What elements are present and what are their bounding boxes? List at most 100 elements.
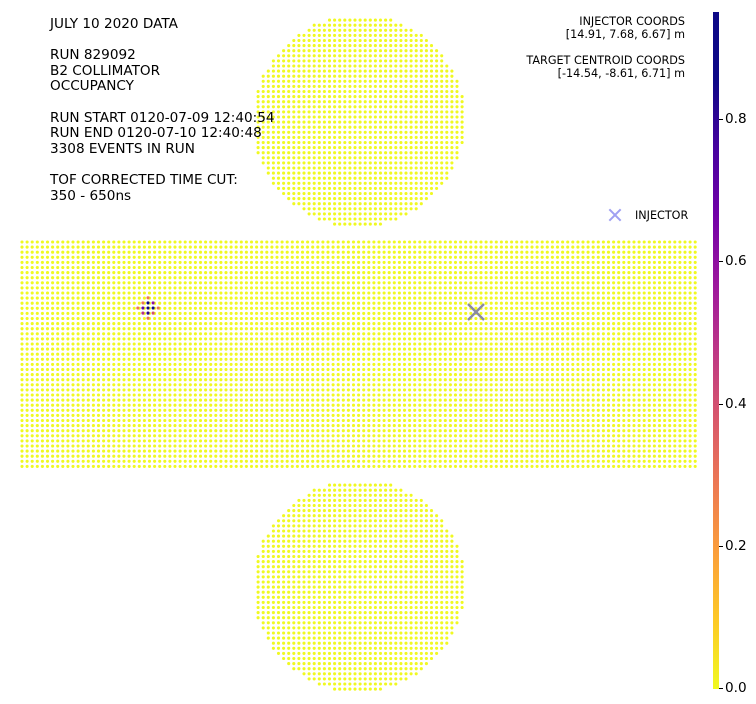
bottom-cap-pmt [266, 560, 270, 564]
barrel-pmt [520, 316, 524, 321]
bottom-cap-pmt [363, 498, 367, 502]
barrel-pmt [408, 306, 412, 310]
top-cap-pmt [424, 161, 428, 165]
bottom-cap-pmt [327, 672, 332, 676]
barrel-pmt [499, 250, 503, 254]
top-cap-pmt [338, 166, 342, 170]
top-cap-pmt [302, 171, 306, 175]
barrel-pmt [336, 276, 340, 280]
top-cap-pmt [327, 105, 332, 109]
barrel-pmt [351, 311, 356, 315]
barrel-pmt [45, 316, 50, 321]
barrel-pmt [76, 240, 80, 244]
barrel-pmt [51, 296, 55, 300]
barrel-pmt [683, 306, 687, 310]
bottom-cap-pmt [440, 544, 444, 548]
barrel-pmt [147, 265, 152, 270]
top-cap-pmt [440, 115, 444, 119]
bottom-cap-pmt [297, 498, 301, 502]
bottom-cap-pmt [368, 682, 372, 686]
barrel-pmt [112, 245, 116, 249]
top-cap-pmt [424, 89, 428, 94]
top-cap-pmt [292, 64, 296, 68]
top-cap-pmt [322, 166, 326, 170]
barrel-pmt [20, 322, 24, 326]
top-cap-pmt [312, 100, 316, 104]
barrel-pmt [357, 245, 361, 249]
bottom-cap-pmt [338, 631, 342, 635]
barrel-pmt [596, 245, 600, 249]
top-cap-pmt [302, 130, 306, 134]
barrel-pmt [668, 255, 672, 259]
top-cap-pmt [317, 130, 321, 134]
barrel-pmt [438, 250, 442, 254]
top-cap-pmt [317, 171, 321, 175]
bottom-cap-pmt [343, 662, 347, 666]
bottom-cap-pmt [276, 534, 281, 538]
bottom-cap-pmt [287, 560, 291, 564]
barrel-pmt [158, 301, 162, 305]
barrel-pmt [275, 322, 279, 326]
barrel-pmt [96, 250, 101, 254]
top-cap-pmt [440, 74, 444, 78]
barrel-pmt [91, 265, 95, 270]
top-cap-pmt [384, 110, 388, 114]
barrel-pmt [489, 286, 493, 290]
top-cap-pmt [424, 125, 428, 129]
bottom-cap-pmt [404, 549, 408, 553]
barrel-pmt [484, 306, 488, 310]
barrel-pmt [35, 301, 39, 305]
top-cap-pmt [389, 28, 393, 32]
barrel-pmt [81, 322, 85, 326]
bottom-cap-pmt [384, 580, 388, 584]
top-cap-pmt [282, 95, 286, 99]
bottom-cap-pmt [312, 656, 316, 661]
bottom-cap-pmt [363, 672, 367, 676]
barrel-pmt [341, 311, 345, 315]
bottom-cap-pmt [450, 621, 454, 625]
bottom-cap-pmt [338, 636, 342, 640]
barrel-pmt [153, 240, 157, 244]
barrel-pmt [464, 311, 468, 315]
bottom-cap-pmt [368, 687, 372, 691]
barrel-pmt [249, 276, 254, 280]
barrel-pmt [499, 296, 503, 300]
top-cap-pmt [389, 130, 393, 134]
bottom-cap-pmt [348, 575, 352, 579]
bottom-cap-pmt [348, 565, 352, 569]
bottom-cap-pmt [424, 560, 428, 564]
barrel-pmt [224, 322, 228, 326]
top-cap-pmt [297, 105, 301, 109]
bottom-cap-pmt [292, 519, 296, 523]
barrel-pmt [693, 265, 697, 270]
bottom-cap-pmt [343, 621, 347, 625]
top-cap-pmt [378, 181, 383, 185]
bottom-cap-pmt [276, 641, 281, 645]
top-cap-pmt [368, 207, 372, 211]
top-cap-pmt [450, 84, 454, 88]
barrel-pmt [555, 276, 560, 280]
top-cap-pmt [327, 54, 332, 58]
barrel-pmt [300, 271, 305, 275]
barrel-pmt [591, 286, 595, 290]
top-cap-pmt [302, 181, 306, 185]
barrel-pmt [229, 250, 233, 254]
top-cap-pmt [307, 64, 311, 68]
barrel-pmt [576, 322, 580, 326]
bottom-cap-pmt [399, 565, 403, 569]
bottom-cap-pmt [419, 636, 423, 640]
top-cap-pmt [389, 202, 393, 206]
top-cap-pmt [424, 69, 428, 73]
top-cap-pmt [358, 89, 362, 94]
bottom-cap-pmt [322, 682, 326, 686]
barrel-pmt [188, 301, 192, 305]
barrel-pmt [688, 296, 692, 300]
barrel-pmt [306, 265, 310, 270]
bottom-cap-pmt [282, 651, 286, 655]
barrel-pmt [35, 265, 39, 270]
barrel-pmt [479, 271, 483, 275]
top-cap-pmt [404, 100, 408, 104]
top-cap-pmt [276, 176, 281, 180]
barrel-pmt [35, 286, 39, 290]
top-cap-pmt [307, 79, 311, 83]
